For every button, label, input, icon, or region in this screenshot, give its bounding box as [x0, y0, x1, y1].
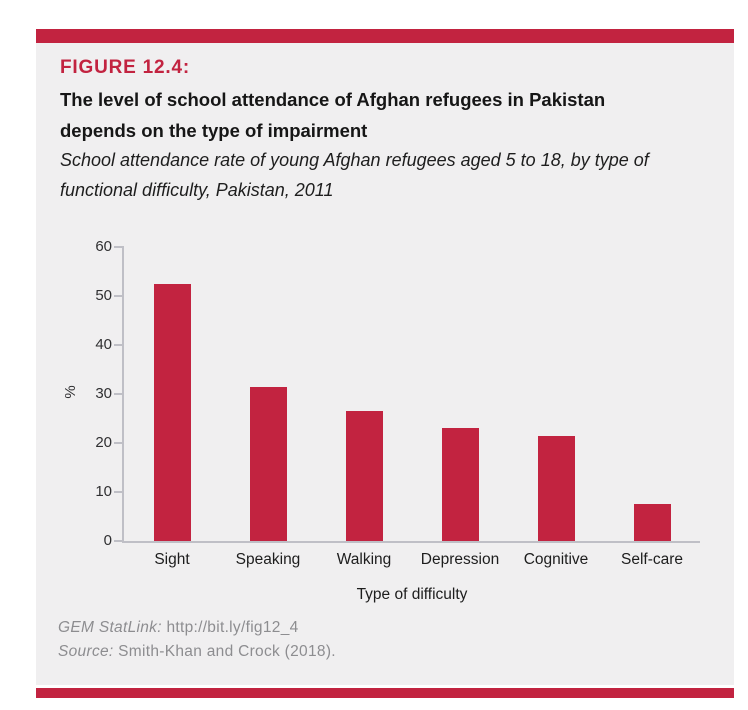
category-label: Cognitive [523, 551, 589, 568]
source-line: Source: Smith-Khan and Crock (2018). [58, 640, 336, 664]
y-tick-mark [114, 540, 124, 542]
figure-label: FIGURE 12.4: [60, 57, 190, 78]
statlink-url[interactable]: http://bit.ly/fig12_4 [166, 619, 299, 636]
bar-column [412, 247, 508, 541]
figure-subtitle-line-2: functional difficulty, Pakistan, 2011 [60, 180, 334, 200]
bar [633, 504, 671, 541]
y-tick-label: 10 [95, 483, 112, 501]
bar [537, 435, 575, 541]
statlink-label: GEM StatLink: [58, 619, 162, 636]
x-axis-labels: Sight Speaking Walking Depression Cognitive S… [124, 551, 700, 569]
y-tick-label: 40 [95, 336, 112, 354]
source-label: Source: [58, 643, 114, 660]
y-tick-label: 20 [95, 434, 112, 452]
y-tick-mark [114, 393, 124, 395]
y-tick-mark [114, 442, 124, 445]
y-tick-mark [114, 295, 124, 297]
y-tick-label: 0 [103, 532, 112, 549]
figure-subtitle: School attendance rate of young Afghan r… [60, 145, 649, 205]
category-label: Walking [336, 551, 392, 568]
figure-title-line-2: depends on the type of impairment [60, 120, 368, 141]
bar [153, 283, 191, 541]
y-tick-label: 60 [95, 238, 112, 255]
bottom-accent-bar [36, 688, 734, 698]
figure-footer: GEM StatLink: http://bit.ly/fig12_4 Sour… [58, 616, 336, 664]
y-tick-mark [114, 491, 124, 494]
y-tick-mark [114, 246, 124, 248]
category-label: Depression [420, 551, 500, 568]
bar-column [316, 247, 412, 541]
top-accent-bar [36, 29, 734, 43]
figure-title-line-1: The level of school attendance of Afghan… [60, 89, 606, 110]
bar [345, 411, 383, 541]
bars-container [124, 247, 700, 541]
category-label: Sight [154, 551, 190, 568]
bar-column [508, 247, 604, 541]
bar [249, 386, 287, 541]
x-axis-title: Type of difficulty [356, 586, 468, 603]
figure-panel: FIGURE 12.4: The level of school attenda… [36, 43, 734, 685]
figure-subtitle-line-1: School attendance rate of young Afghan r… [60, 150, 649, 170]
plot-area: 0 10 20 30 40 50 60 Sight Speaking Walking Depres… [95, 238, 700, 603]
y-tick-label: 50 [95, 287, 112, 304]
y-tick-mark [114, 344, 124, 347]
bar [441, 428, 479, 541]
category-label: Speaking [235, 551, 301, 568]
statlink-line: GEM StatLink: http://bit.ly/fig12_4 [58, 616, 336, 640]
y-tick-label: 30 [95, 385, 112, 402]
category-label: Self-care [620, 551, 684, 568]
bar-column [604, 247, 700, 541]
figure-title: The level of school attendance of Afghan… [60, 84, 605, 146]
source-text: Smith-Khan and Crock (2018). [118, 643, 336, 660]
bar-column [124, 247, 220, 541]
bar-column [220, 247, 316, 541]
